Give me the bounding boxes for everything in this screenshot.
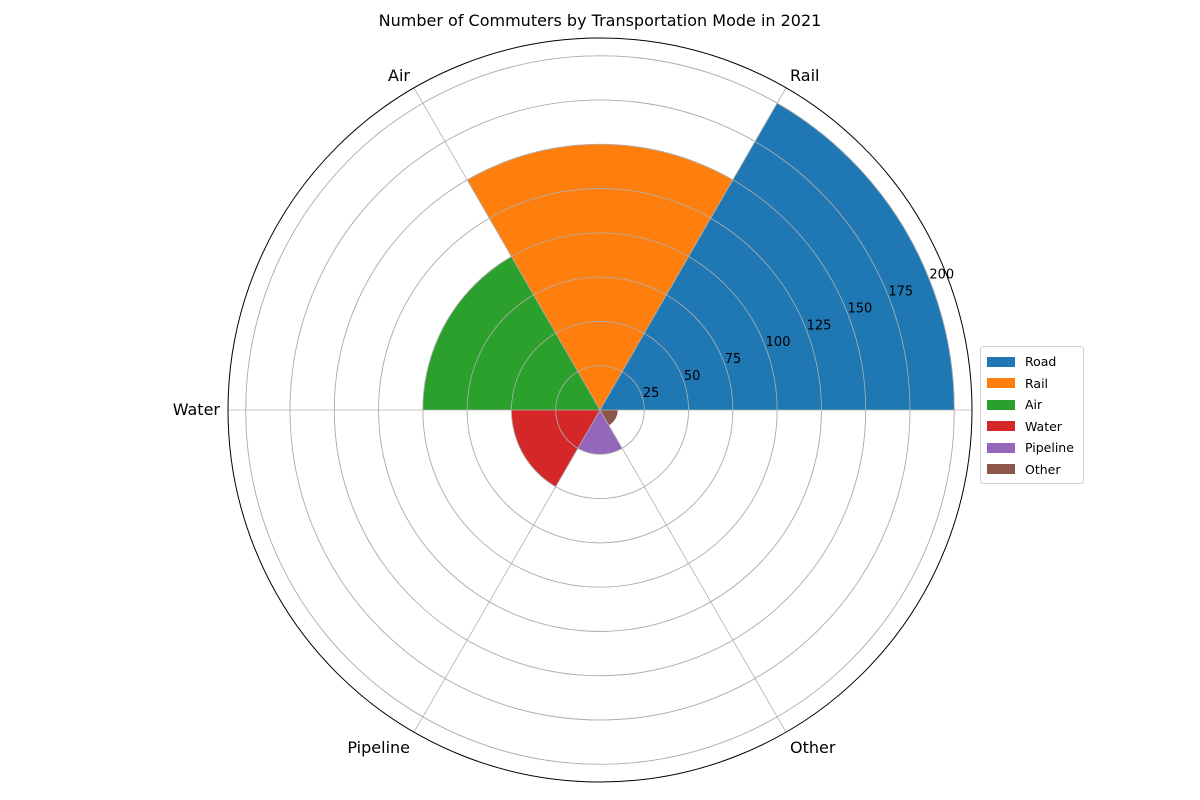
grid-circle xyxy=(289,99,911,721)
bar-pipeline xyxy=(577,410,623,455)
bar-water xyxy=(511,410,600,487)
grid-circle xyxy=(422,232,778,588)
radial-tick-label: 150 xyxy=(847,301,872,316)
category-label-air: Air xyxy=(388,66,410,85)
legend-label: Air xyxy=(1025,397,1043,413)
spoke-line xyxy=(413,409,601,733)
category-label-water: Water xyxy=(173,400,221,419)
grid-circle xyxy=(555,365,645,455)
radial-tick-label: 50 xyxy=(684,369,701,384)
grid-circle xyxy=(378,188,822,632)
legend-swatch xyxy=(987,421,1015,432)
labels: 255075100125150175200RoadRailAirWaterPip… xyxy=(173,66,1020,757)
legend: Road Rail Air Water Pipeline Other xyxy=(980,346,1084,484)
legend-label: Road xyxy=(1025,354,1057,370)
legend-label: Other xyxy=(1025,461,1061,477)
legend-label: Water xyxy=(1025,418,1062,434)
spokes xyxy=(227,37,973,783)
legend-swatch xyxy=(987,464,1015,475)
legend-swatch xyxy=(987,442,1015,453)
legend-item-water: Water xyxy=(987,416,1077,438)
radial-tick-label: 25 xyxy=(643,386,660,401)
radial-tick-label: 100 xyxy=(766,335,791,350)
legend-item-air: Air xyxy=(987,394,1077,416)
legend-item-road: Road xyxy=(987,351,1077,373)
category-label-rail: Rail xyxy=(790,66,819,85)
radial-tick-label: 200 xyxy=(929,267,954,282)
bar-other xyxy=(600,410,618,426)
category-label-other: Other xyxy=(790,738,836,757)
chart-title: Number of Commuters by Transportation Mo… xyxy=(378,11,822,30)
legend-swatch xyxy=(987,356,1015,367)
bar-air xyxy=(422,256,600,410)
category-label-pipeline: Pipeline xyxy=(347,738,410,757)
radial-tick-label: 125 xyxy=(807,318,832,333)
legend-item-pipeline: Pipeline xyxy=(987,437,1077,459)
grid-circle xyxy=(245,55,955,765)
radial-tick-label: 175 xyxy=(888,284,913,299)
bar-road xyxy=(600,103,955,411)
bars xyxy=(422,103,955,487)
grid-circle xyxy=(511,321,689,499)
grid-circle xyxy=(333,143,867,677)
legend-swatch xyxy=(987,378,1015,389)
spoke-line xyxy=(599,409,787,733)
grid-circle xyxy=(466,276,734,544)
legend-swatch xyxy=(987,399,1015,410)
radial-tick-label: 75 xyxy=(725,352,742,367)
legend-label: Rail xyxy=(1025,375,1049,391)
legend-label: Pipeline xyxy=(1025,440,1074,456)
legend-item-rail: Rail xyxy=(987,373,1077,395)
polar-spine xyxy=(227,37,973,783)
legend-item-other: Other xyxy=(987,459,1077,481)
